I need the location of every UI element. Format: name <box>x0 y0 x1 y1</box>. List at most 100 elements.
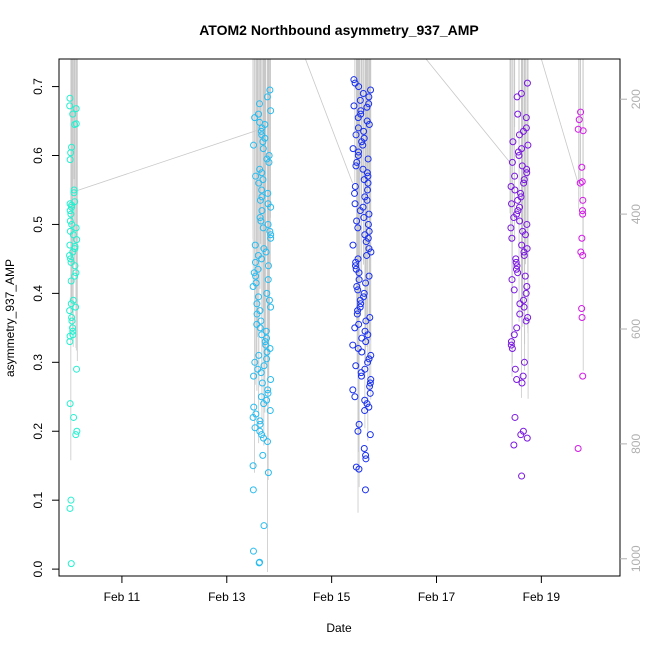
data-point <box>365 355 373 363</box>
data-point <box>520 179 528 187</box>
data-point <box>260 522 268 530</box>
data-point <box>364 172 372 180</box>
data-point <box>358 348 366 356</box>
y-tick-label: 0.3 <box>31 354 45 371</box>
data-point <box>365 272 373 280</box>
data-point <box>68 317 76 325</box>
data-point <box>362 338 370 346</box>
data-point <box>264 469 272 477</box>
data-point <box>364 358 372 366</box>
data-point <box>362 279 370 287</box>
data-point <box>363 400 371 408</box>
data-point <box>253 310 261 318</box>
data-point <box>66 156 74 164</box>
data-point <box>258 186 266 194</box>
data-point <box>266 86 274 94</box>
data-point <box>67 496 75 504</box>
data-point <box>365 245 373 253</box>
data-point <box>251 241 259 249</box>
data-point <box>349 386 357 394</box>
data-point <box>263 438 271 446</box>
data-point <box>66 217 74 225</box>
data-point <box>66 504 74 512</box>
data-point <box>364 186 372 194</box>
data-point <box>349 341 357 349</box>
data-point <box>351 183 359 191</box>
data-point <box>524 141 532 149</box>
data-point <box>577 108 585 116</box>
data-point <box>258 124 266 132</box>
data-point <box>578 305 586 313</box>
data-point <box>353 217 361 225</box>
y2-tick-label: 400 <box>629 204 643 224</box>
data-point <box>355 83 363 91</box>
data-point <box>267 234 275 242</box>
data-point <box>257 393 265 401</box>
data-point <box>574 125 582 133</box>
data-point <box>349 145 357 153</box>
data-point <box>576 179 584 187</box>
data-point <box>354 427 362 435</box>
data-point <box>70 413 78 421</box>
data-point <box>73 427 81 435</box>
data-point <box>521 231 529 239</box>
data-point <box>352 162 360 170</box>
data-point <box>262 327 270 335</box>
data-point <box>67 149 75 157</box>
data-point <box>249 547 257 555</box>
data-point <box>516 300 524 308</box>
data-point <box>66 102 74 110</box>
data-point <box>522 317 530 325</box>
data-point <box>70 186 78 194</box>
data-point <box>361 407 369 415</box>
data-point <box>354 114 362 122</box>
chart-title: ATOM2 Northbound asymmetry_937_AMP <box>199 22 479 38</box>
overlay-connector <box>540 58 579 184</box>
data-point <box>249 282 257 290</box>
data-point <box>253 300 261 308</box>
data-point <box>367 351 375 359</box>
data-point <box>250 403 258 411</box>
x-tick-label: Feb 15 <box>313 590 351 604</box>
data-point <box>510 214 518 222</box>
data-point <box>362 317 370 325</box>
data-point <box>365 100 373 108</box>
y-tick-label: 0.0 <box>31 560 45 577</box>
data-point <box>354 255 362 263</box>
data-point <box>263 355 271 363</box>
data-point <box>360 444 368 452</box>
data-point <box>256 427 264 435</box>
data-point <box>519 127 527 135</box>
data-point <box>517 431 525 439</box>
data-point <box>364 179 372 187</box>
data-point <box>579 196 587 204</box>
data-point <box>362 238 370 246</box>
data-point <box>251 258 259 266</box>
data-point <box>351 324 359 332</box>
y-tick-label: 0.5 <box>31 216 45 233</box>
data-point <box>513 262 521 270</box>
data-point <box>359 89 367 97</box>
data-point <box>259 145 267 153</box>
data-point <box>355 420 363 428</box>
data-point <box>68 324 76 332</box>
data-point <box>67 210 75 218</box>
data-point <box>355 269 363 277</box>
data-point <box>259 224 267 232</box>
data-point <box>515 131 523 139</box>
data-point <box>520 176 528 184</box>
data-point <box>521 272 529 280</box>
data-point <box>71 245 79 253</box>
data-point <box>512 258 520 266</box>
data-point <box>73 236 81 244</box>
data-point <box>71 272 79 280</box>
data-point <box>354 224 362 232</box>
data-point <box>516 217 524 225</box>
data-point <box>259 176 267 184</box>
data-point <box>366 389 374 397</box>
data-point <box>264 276 272 284</box>
data-point <box>518 241 526 249</box>
data-point <box>257 217 265 225</box>
data-point <box>366 382 374 390</box>
